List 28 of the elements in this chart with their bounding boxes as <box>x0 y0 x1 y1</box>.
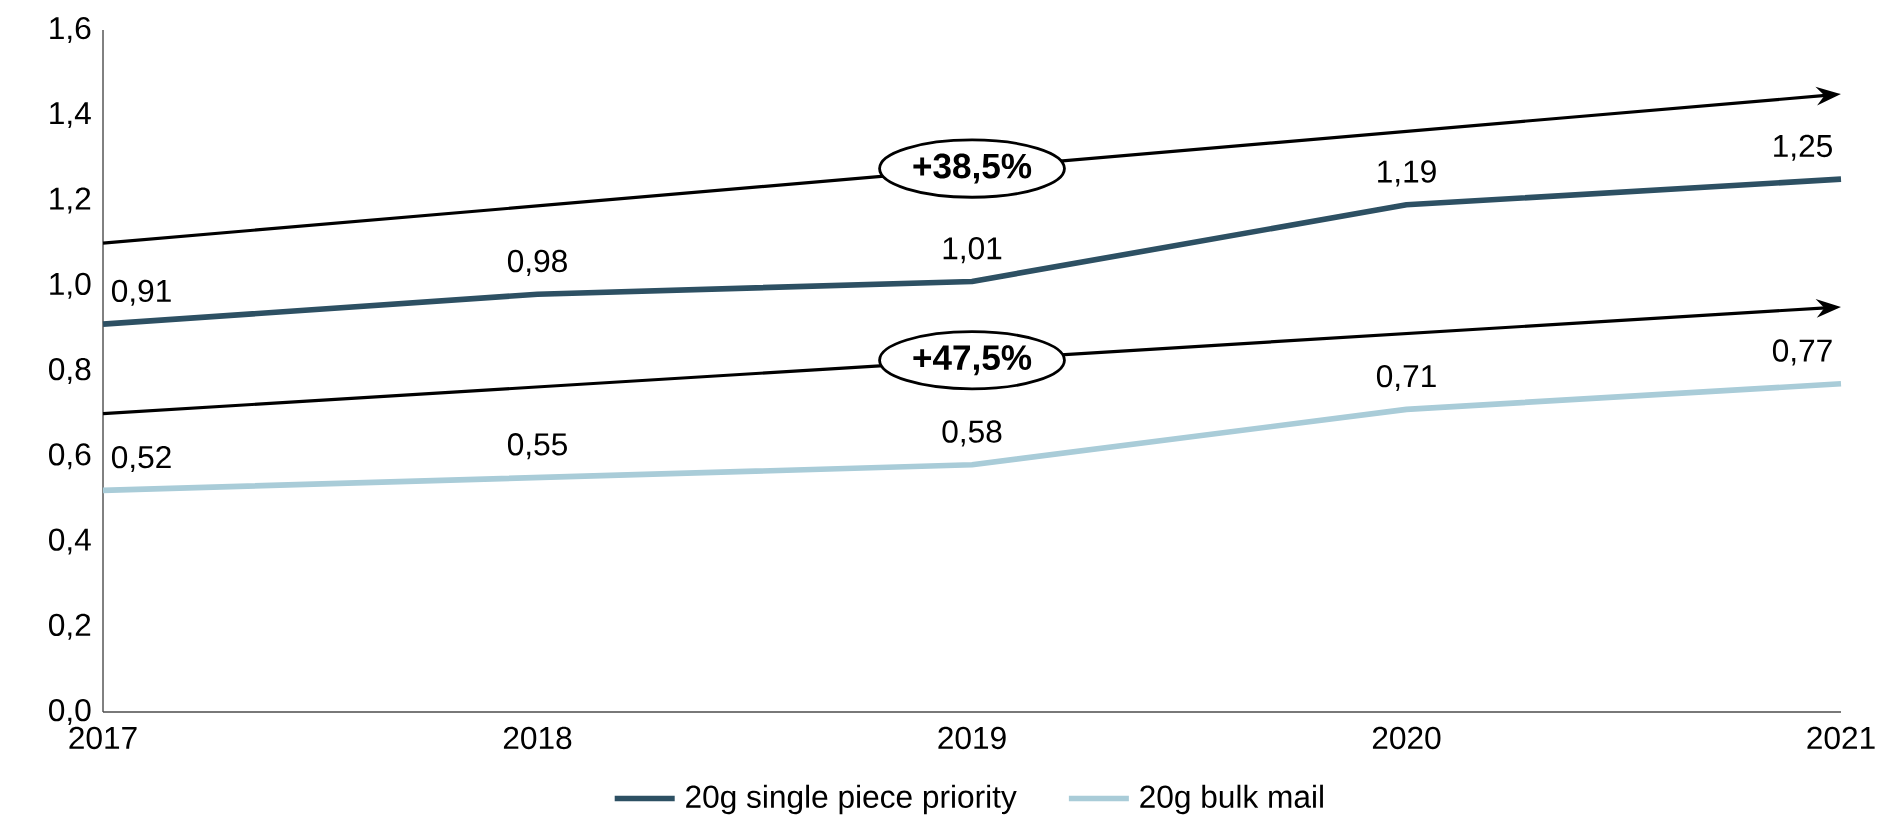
annotation: +38,5% <box>913 153 1032 184</box>
legend-label: 20g bulk mail <box>1140 784 1323 815</box>
x-tick-label: 2019 <box>938 726 1006 750</box>
data-label: 1,19 <box>1378 160 1436 187</box>
y-tick-label: 1,6 <box>50 16 91 44</box>
data-label: 0,58 <box>942 420 1002 447</box>
x-tick-label: 2017 <box>69 726 137 750</box>
y-tick-label: 0,6 <box>49 443 91 470</box>
data-label: 1,25 <box>1774 134 1832 161</box>
data-label: 0,98 <box>507 249 567 276</box>
data-label: 1,01 <box>943 237 1002 264</box>
legend-label: 20g single piece priority <box>686 784 1017 815</box>
y-tick-label: 1,4 <box>50 102 91 129</box>
y-tick-label: 0,4 <box>49 528 91 555</box>
data-label: 0,77 <box>1772 339 1832 366</box>
y-tick-label: 1,0 <box>50 272 91 299</box>
y-tick-label: 0,8 <box>49 357 91 385</box>
x-tick-label: 2021 <box>1807 726 1875 750</box>
y-tick-label: 1,2 <box>50 187 91 214</box>
data-label: 0,91 <box>111 279 171 306</box>
x-tick-label: 2020 <box>1372 726 1441 750</box>
y-tick-label: 0,2 <box>49 613 91 640</box>
data-label: 0,52 <box>111 445 171 473</box>
y-tick-label: 0,0 <box>49 698 91 726</box>
data-label: 0,71 <box>1376 364 1436 392</box>
annotation: +47,5% <box>913 345 1032 376</box>
data-label: 0,55 <box>507 433 567 460</box>
x-tick-label: 2018 <box>503 726 572 750</box>
